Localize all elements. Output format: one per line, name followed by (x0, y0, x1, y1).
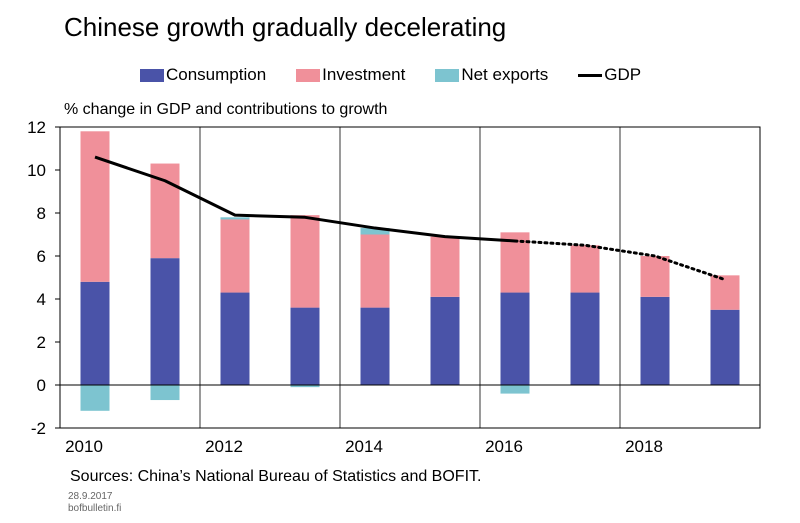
source-note: Sources: China’s National Bureau of Stat… (70, 468, 482, 485)
legend-item-net-exports: Net exports (435, 65, 548, 85)
gdp-line-actual (94, 155, 516, 243)
legend-swatch-investment (296, 68, 321, 82)
bar-investment-2018 (640, 256, 670, 297)
bar-consumption-2015 (430, 296, 460, 385)
legend-swatch-consumption (140, 68, 164, 82)
bar-net-exports-2011 (150, 385, 180, 401)
legend-item-gdp: GDP (578, 65, 641, 85)
y-tick-label: 10 (27, 161, 46, 180)
x-tick-label: 2016 (485, 437, 523, 456)
bar-investment-2010 (80, 131, 110, 282)
bar-consumption-2019 (710, 309, 740, 385)
bar-investment-2015 (430, 236, 460, 297)
chart-legend: Consumption Investment Net exports GDP (140, 64, 671, 86)
bar-investment-2019 (710, 275, 740, 310)
bar-net-exports-2014 (360, 228, 390, 235)
x-tick-label: 2010 (65, 437, 103, 456)
bar-investment-2014 (360, 234, 390, 308)
bar-investment-2012 (220, 219, 250, 293)
legend-swatch-gdp (578, 73, 603, 77)
y-tick-label: 8 (37, 204, 46, 223)
bar-consumption-2012 (220, 292, 250, 385)
bar-investment-2013 (290, 215, 320, 308)
y-tick-label: 2 (37, 333, 46, 352)
y-tick-label: 4 (37, 290, 46, 309)
bar-consumption-2018 (640, 296, 670, 385)
plot-frame (59, 126, 761, 429)
bar-investment-2017 (570, 245, 600, 293)
legend-swatch-net-exports (435, 68, 460, 82)
bar-consumption-2014 (360, 307, 390, 385)
bar-consumption-2013 (290, 307, 320, 385)
bar-net-exports-2010 (80, 385, 110, 411)
bar-net-exports-2013 (290, 385, 320, 388)
legend-label-consumption: Consumption (166, 65, 267, 84)
legend-label-net-exports: Net exports (461, 65, 549, 84)
x-tick-label: 2012 (205, 437, 243, 456)
x-tick-label: 2018 (625, 437, 663, 456)
y-tick-label: -2 (31, 419, 46, 438)
legend-label-investment: Investment (322, 65, 406, 84)
bar-consumption-2011 (150, 258, 180, 385)
bar-consumption-2016 (500, 292, 530, 385)
chart-title: Chinese growth gradually decelerating (64, 12, 507, 42)
site-name: bofbulletin.fi (68, 503, 122, 514)
y-tick-label: 6 (37, 247, 46, 266)
y-axis-label: % change in GDP and contributions to gro… (64, 101, 388, 118)
bar-consumption-2017 (570, 292, 600, 385)
bar-net-exports-2012 (220, 217, 250, 220)
legend-item-consumption: Consumption (140, 65, 266, 85)
x-tick-label: 2014 (345, 437, 383, 456)
gdp-line-forecast (513, 239, 727, 282)
bar-net-exports-2016 (500, 385, 530, 394)
bar-consumption-2010 (80, 281, 110, 385)
legend-item-investment: Investment (296, 65, 405, 85)
legend-label-gdp: GDP (604, 65, 642, 84)
y-tick-label: 0 (37, 376, 46, 395)
y-tick-label: 12 (27, 118, 46, 137)
publish-date: 28.9.2017 (68, 491, 113, 502)
